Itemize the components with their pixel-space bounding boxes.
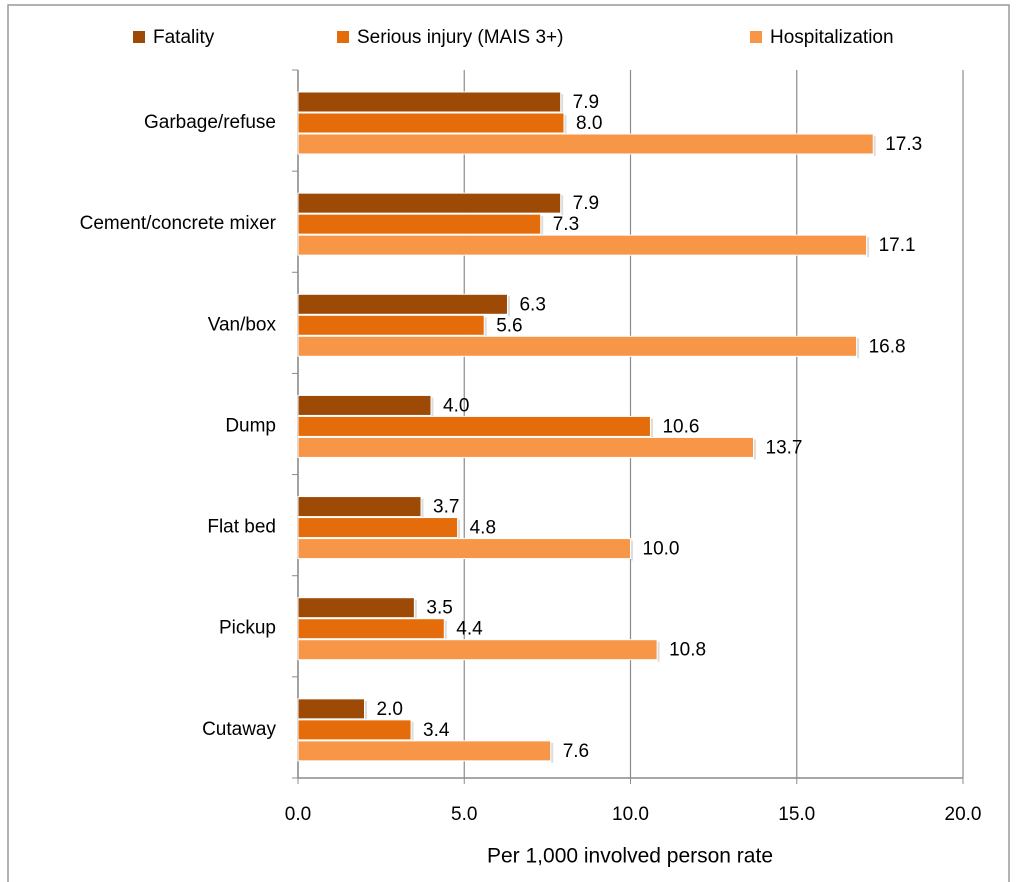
legend-label: Hospitalization — [770, 27, 894, 48]
value-label: 4.8 — [470, 518, 496, 539]
bar-shadow — [561, 94, 564, 114]
x-tick-label: 0.0 — [285, 804, 311, 825]
x-tick-label: 15.0 — [778, 804, 815, 825]
legend-label: Fatality — [153, 27, 215, 48]
legend-label: Serious injury (MAIS 3+) — [357, 27, 563, 48]
bar-shadow — [754, 439, 757, 460]
chart-border — [7, 4, 1010, 882]
bar-shadow — [873, 136, 876, 156]
bar — [297, 618, 445, 640]
bar — [297, 192, 562, 214]
bar-shadow — [551, 742, 554, 763]
legend-swatch — [133, 31, 145, 43]
bar-shadow — [564, 115, 567, 135]
bar — [297, 314, 485, 336]
legend-swatch — [750, 31, 762, 43]
bar — [297, 517, 459, 539]
bar-shadow — [650, 418, 653, 439]
bar — [297, 213, 542, 235]
y-tick-label: Flat bed — [207, 517, 276, 538]
bar-shadow — [431, 397, 434, 418]
bar — [297, 112, 565, 134]
y-tick-label: Cement/concrete mixer — [80, 213, 277, 234]
bar — [297, 394, 432, 416]
value-label: 17.3 — [885, 134, 922, 155]
value-label: 10.8 — [669, 640, 706, 661]
bar-shadow — [657, 641, 660, 662]
bar — [297, 496, 422, 518]
x-tick-label: 10.0 — [612, 804, 649, 825]
bar-shadow — [484, 317, 487, 338]
bar — [297, 639, 658, 661]
value-label: 13.7 — [766, 437, 803, 458]
value-label: 8.0 — [576, 113, 602, 134]
bar-shadow — [561, 195, 564, 216]
bar — [297, 698, 365, 720]
value-label: 3.4 — [423, 720, 450, 741]
bar — [297, 335, 858, 357]
bar — [297, 234, 868, 256]
value-label: 5.6 — [496, 315, 522, 336]
y-tick-label: Van/box — [208, 314, 277, 335]
bar — [297, 538, 631, 560]
value-label: 4.4 — [456, 619, 483, 640]
bar-shadow — [507, 296, 510, 317]
bar — [297, 91, 562, 113]
value-label: 2.0 — [377, 699, 403, 720]
y-tick-label: Cutaway — [202, 719, 276, 740]
bar-shadow — [541, 216, 544, 237]
value-label: 7.6 — [563, 741, 589, 762]
bar — [297, 740, 552, 762]
bar — [297, 293, 508, 315]
bar — [297, 436, 755, 458]
bar — [297, 597, 415, 619]
bar — [297, 415, 651, 437]
x-axis-label: Per 1,000 involved person rate — [487, 845, 773, 868]
bar — [297, 719, 412, 741]
x-tick-label: 20.0 — [945, 804, 982, 825]
value-label: 7.9 — [573, 193, 599, 214]
bar-shadow — [414, 599, 417, 620]
bar-shadow — [857, 338, 860, 359]
value-label: 16.8 — [869, 336, 906, 357]
x-tick-label: 5.0 — [451, 804, 477, 825]
value-label: 6.3 — [519, 294, 545, 315]
value-label: 7.3 — [553, 214, 579, 235]
y-tick-label: Dump — [225, 415, 276, 436]
y-tick-label: Garbage/refuse — [144, 112, 276, 133]
value-label: 3.5 — [426, 598, 452, 619]
bar-shadow — [444, 620, 447, 641]
value-label: 10.0 — [643, 539, 680, 560]
bar — [297, 133, 874, 155]
bar-shadow — [411, 721, 414, 742]
value-label: 4.0 — [443, 395, 469, 416]
bar-shadow — [421, 498, 424, 519]
bar-shadow — [631, 540, 633, 561]
bar-shadow — [458, 519, 461, 540]
value-label: 7.9 — [573, 92, 599, 113]
bar-shadow — [365, 700, 367, 721]
value-label: 10.6 — [662, 416, 699, 437]
bar-shadow — [867, 237, 870, 258]
value-label: 17.1 — [879, 235, 916, 256]
value-label: 3.7 — [433, 497, 459, 518]
legend-swatch — [337, 31, 349, 43]
y-tick-label: Pickup — [219, 618, 276, 639]
